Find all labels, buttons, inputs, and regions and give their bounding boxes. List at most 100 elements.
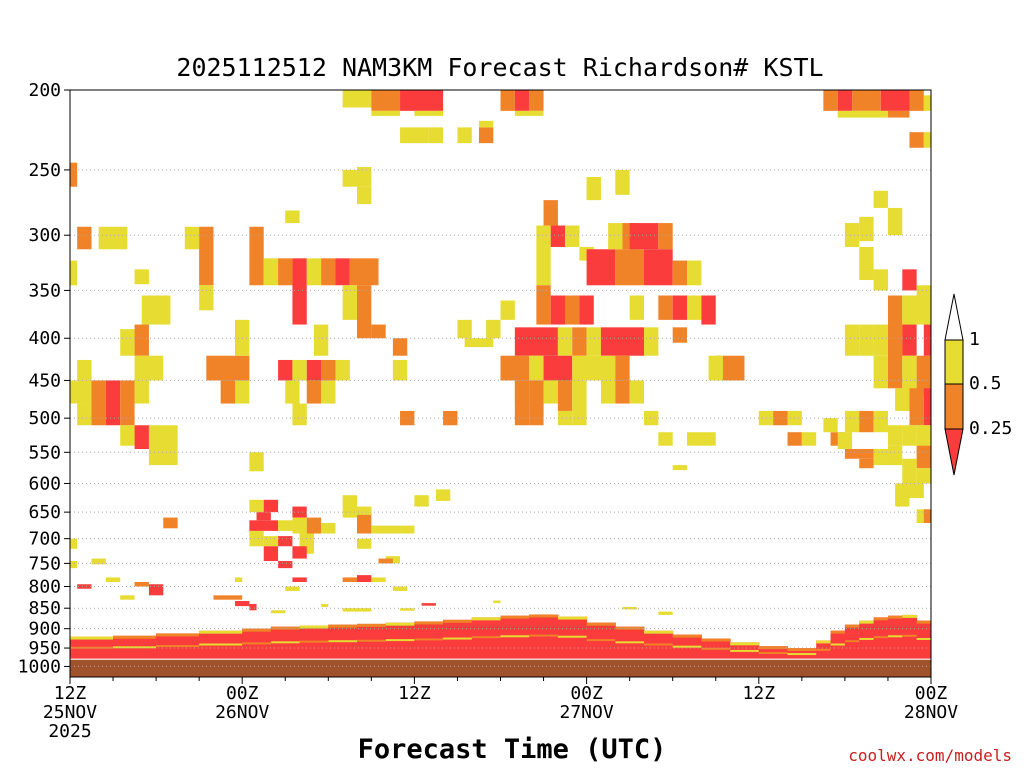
ri-cell — [859, 324, 874, 356]
boundary-layer-band — [830, 643, 846, 646]
y-tick-label: 900 — [28, 619, 61, 640]
x-tick-label: 12Z — [398, 683, 431, 704]
boundary-layer-band — [242, 628, 272, 632]
ri-cell — [306, 517, 322, 534]
boundary-layer-band — [70, 646, 114, 649]
ri-cell — [500, 300, 515, 320]
boundary-layer-cell — [529, 614, 559, 660]
boundary-layer-band — [816, 648, 832, 651]
ri-cell — [644, 327, 659, 356]
boundary-layer-band — [557, 616, 588, 620]
boundary-layer-band — [414, 638, 444, 641]
ri-cell — [70, 560, 78, 569]
ri-cell — [235, 577, 243, 582]
boundary-layer-band — [672, 645, 702, 648]
ri-cell — [500, 90, 515, 111]
x-axis-label: Forecast Time (UTC) — [358, 734, 667, 765]
ri-cell — [321, 258, 336, 286]
ri-cell — [134, 581, 149, 587]
ri-cell — [213, 595, 243, 600]
boundary-layer-band — [500, 635, 530, 638]
boundary-layer-band — [385, 639, 415, 642]
ri-cell — [600, 327, 644, 356]
boundary-layer-band — [70, 636, 114, 640]
ri-cell — [278, 359, 293, 381]
boundary-layer-band — [414, 621, 444, 625]
boundary-layer-band — [328, 624, 358, 628]
ri-cell — [644, 249, 673, 286]
y-tick-label: 400 — [28, 328, 61, 349]
ri-cell — [823, 90, 838, 111]
ri-cell — [428, 127, 444, 144]
ri-cell — [70, 380, 92, 404]
y-tick-label: 750 — [28, 553, 61, 574]
boundary-layer-band — [730, 642, 760, 646]
ri-cell — [543, 380, 558, 404]
ri-cell — [909, 483, 924, 499]
y-tick-label: 650 — [28, 502, 61, 523]
ri-cell — [887, 110, 910, 118]
ri-cell — [91, 380, 106, 426]
ri-cell — [672, 260, 688, 286]
ri-cell — [608, 223, 623, 250]
ri-cell — [708, 355, 723, 381]
ri-cell — [134, 380, 149, 404]
ri-cell — [672, 295, 688, 320]
boundary-layer-band — [844, 640, 860, 643]
boundary-layer-band — [873, 636, 889, 639]
boundary-layer-band — [902, 614, 918, 618]
ri-cell — [572, 355, 616, 381]
ri-cell — [536, 246, 551, 286]
ri-cell — [478, 120, 494, 128]
ri-cell — [400, 90, 444, 111]
ri-cell — [285, 380, 300, 404]
ri-cell — [844, 223, 860, 247]
ri-cell — [536, 225, 551, 247]
ri-cell — [357, 285, 372, 339]
ri-cell — [400, 410, 415, 426]
ri-cell — [902, 324, 917, 356]
ri-cell — [421, 603, 436, 606]
boundary-layer-band — [615, 641, 645, 644]
ri-cell — [77, 584, 92, 589]
ri-cell — [357, 167, 372, 187]
ri-cell — [371, 90, 401, 111]
colorbar-label: 0.25 — [969, 418, 1012, 439]
ri-cell — [199, 285, 214, 311]
ri-cell — [579, 295, 594, 325]
ri-cell — [141, 295, 171, 325]
ri-cell — [321, 359, 336, 381]
ri-cell — [292, 577, 307, 582]
y-tick-label: 850 — [28, 598, 61, 619]
ri-cell — [658, 611, 673, 615]
ri-cell — [844, 410, 860, 433]
ri-cell — [263, 546, 279, 561]
ri-cell — [235, 600, 250, 607]
ri-cell — [923, 509, 931, 523]
ground-layer — [70, 659, 931, 677]
ri-cell — [335, 359, 350, 381]
ri-cell — [263, 499, 279, 513]
ri-cell — [514, 380, 530, 426]
boundary-layer-band — [701, 638, 731, 642]
ri-cell — [629, 295, 644, 320]
ri-cell — [105, 577, 121, 582]
ri-cell — [923, 388, 931, 426]
ri-cell — [586, 327, 601, 356]
y-tick-label: 800 — [28, 576, 61, 597]
y-tick-label: 200 — [28, 80, 61, 101]
colorbar-orange — [944, 383, 964, 430]
ri-cell — [887, 445, 903, 466]
boundary-layer-band — [701, 647, 731, 650]
ri-cell — [306, 359, 322, 381]
ri-cell — [342, 608, 372, 612]
ri-cell — [615, 169, 630, 195]
ri-cell — [357, 506, 372, 515]
boundary-layer-band — [787, 653, 817, 656]
ri-cell — [701, 295, 716, 325]
ri-cell — [292, 359, 307, 381]
ri-cell — [823, 418, 838, 433]
ri-cell — [199, 226, 214, 286]
ri-cell — [787, 432, 802, 446]
